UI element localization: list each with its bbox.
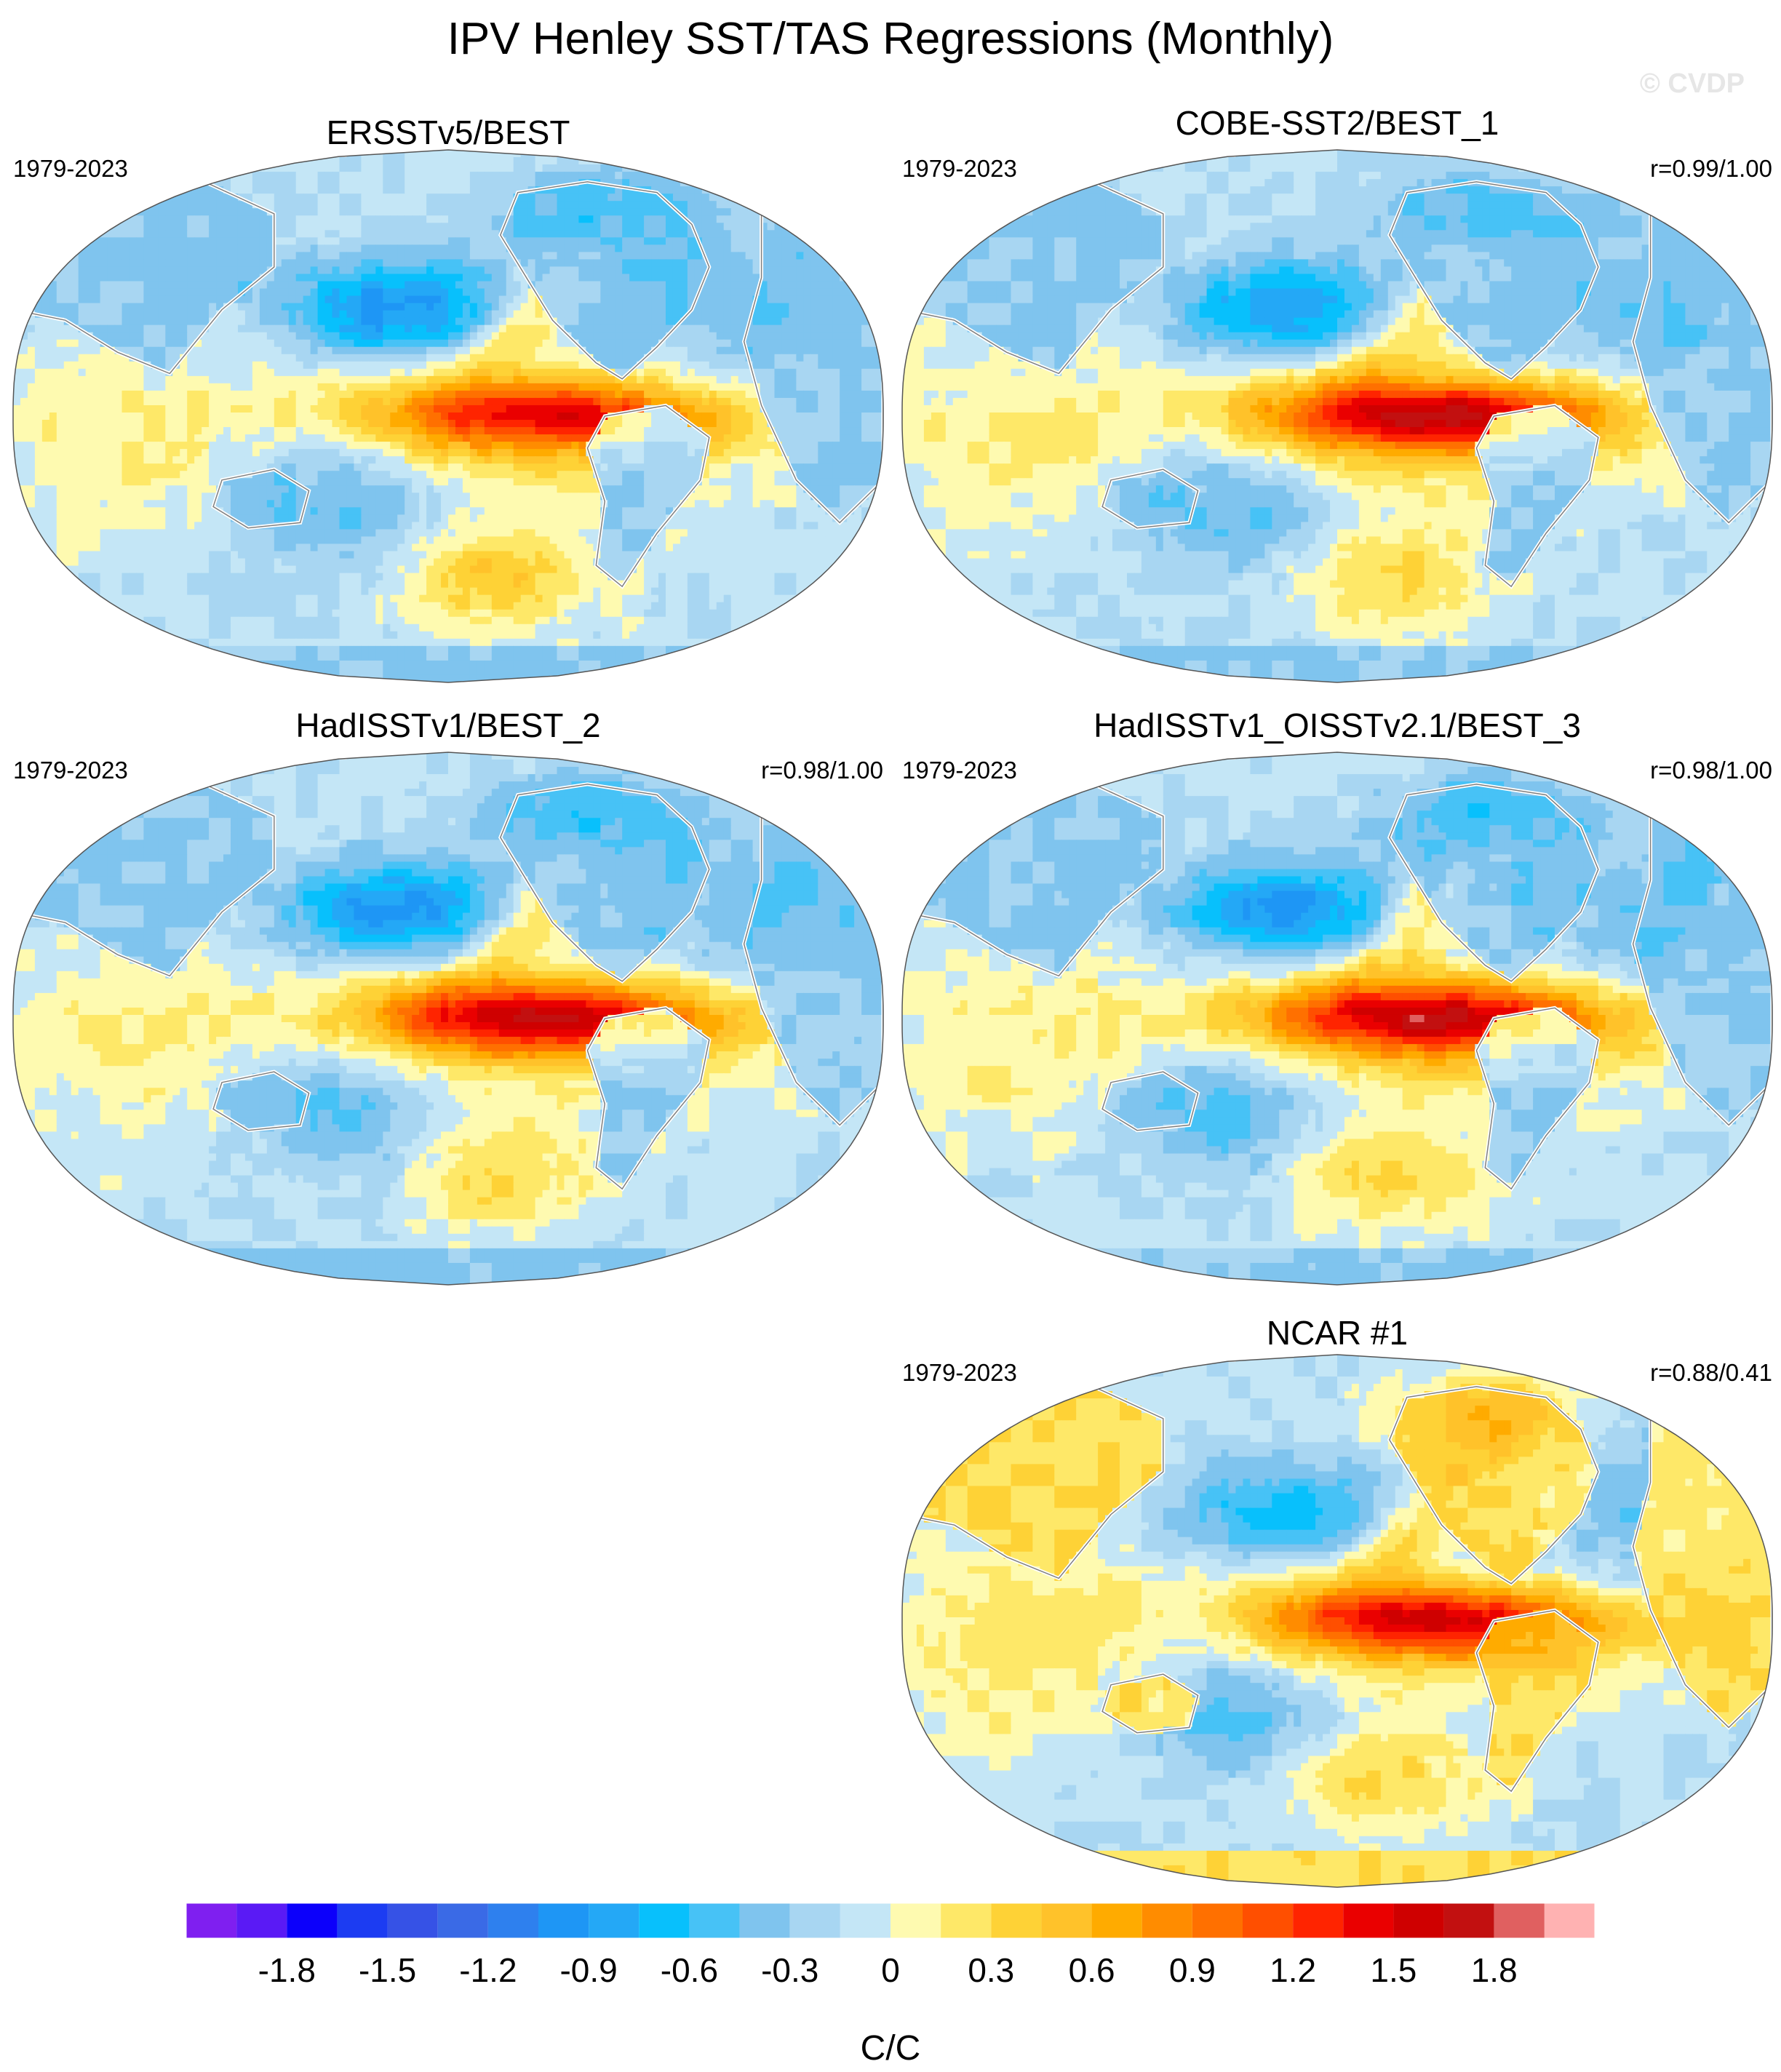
colorbar-box xyxy=(387,1903,438,1938)
colorbar-tick-label: 1.5 xyxy=(1370,1951,1417,1989)
colorbar-box xyxy=(589,1903,640,1938)
colorbar-tick-label: 0.3 xyxy=(968,1951,1014,1989)
coastlines xyxy=(13,180,883,589)
panel-period-label: 1979-2023 xyxy=(13,155,128,183)
colorbar-box xyxy=(287,1903,338,1938)
regression-field xyxy=(902,752,1772,1285)
colorbar-box xyxy=(639,1903,690,1938)
colorbar-box xyxy=(941,1903,992,1938)
colorbar-box xyxy=(1041,1903,1092,1938)
colorbar-box xyxy=(437,1903,488,1938)
colorbar-tick-label: -1.2 xyxy=(459,1951,517,1989)
panel-title: HadISSTv1/BEST_2 xyxy=(13,706,883,745)
colorbar: -1.8 -1.5 -1.2 -0.9 -0.6 -0.3 0 0.3 0.6 0.9 1.2 1.5… xyxy=(186,1902,1595,1989)
colorbar-box xyxy=(1443,1903,1494,1938)
colorbar-tick-label: 0.6 xyxy=(1069,1951,1115,1989)
watermark: © CVDP xyxy=(1640,68,1745,100)
regression-map xyxy=(901,149,1773,683)
panel-correlation-label: r=0.88/0.41 xyxy=(1605,1359,1772,1387)
panel-correlation-label: r=0.98/1.00 xyxy=(1605,757,1772,784)
colorbar-box xyxy=(1141,1903,1192,1938)
regression-field xyxy=(13,150,883,682)
coastlines xyxy=(13,782,883,1192)
map-outline xyxy=(12,752,884,1286)
colorbar-box xyxy=(236,1903,287,1938)
colorbar-box xyxy=(1091,1903,1142,1938)
colorbar-box xyxy=(487,1903,538,1938)
colorbar-tick-label: -0.3 xyxy=(761,1951,818,1989)
regression-field xyxy=(902,150,1772,682)
colorbar-tick-label: -0.6 xyxy=(661,1951,718,1989)
panel-correlation-label: r=0.99/1.00 xyxy=(1605,155,1772,183)
colorbar-box xyxy=(1544,1903,1595,1938)
panel-period-label: 1979-2023 xyxy=(902,1359,1017,1387)
panel-period-label: 1979-2023 xyxy=(13,757,128,784)
colorbar-units-label: C/C xyxy=(0,2028,1781,2068)
panel-title: COBE-SST2/BEST_1 xyxy=(902,103,1772,143)
colorbar-box xyxy=(337,1903,388,1938)
colorbar-box xyxy=(1293,1903,1344,1938)
regression-map xyxy=(901,1354,1773,1888)
panel-correlation-label: r=0.98/1.00 xyxy=(716,757,883,784)
colorbar-box xyxy=(1192,1903,1243,1938)
panel-period-label: 1979-2023 xyxy=(902,757,1017,784)
regression-map xyxy=(12,149,884,683)
colorbar-box xyxy=(1343,1903,1394,1938)
colorbar-tick-label: -0.9 xyxy=(559,1951,617,1989)
colorbar-box xyxy=(1243,1903,1294,1938)
colorbar-tick-label: 1.8 xyxy=(1471,1951,1518,1989)
regression-map xyxy=(12,752,884,1286)
colorbar-box xyxy=(538,1903,589,1938)
panel-period-label: 1979-2023 xyxy=(902,155,1017,183)
colorbar-tick-label: 1.2 xyxy=(1270,1951,1316,1989)
panel-title: ERSSTv5/BEST xyxy=(13,113,883,152)
colorbar-tick-label: 0 xyxy=(881,1951,900,1989)
regression-field xyxy=(13,752,883,1285)
colorbar-box xyxy=(689,1903,740,1938)
panel-title: NCAR #1 xyxy=(902,1313,1772,1352)
coastlines xyxy=(902,180,1772,589)
colorbar-box xyxy=(991,1903,1042,1938)
map-outline xyxy=(901,1354,1773,1888)
colorbar-box xyxy=(1393,1903,1444,1938)
map-outline xyxy=(901,752,1773,1286)
colorbar-box xyxy=(186,1903,237,1938)
colorbar-tick-label: -1.5 xyxy=(359,1951,416,1989)
colorbar-tick-label: 0.9 xyxy=(1169,1951,1216,1989)
figure-title: IPV Henley SST/TAS Regressions (Monthly) xyxy=(0,13,1781,65)
colorbar-box xyxy=(890,1903,941,1938)
map-outline xyxy=(901,149,1773,683)
colorbar-box xyxy=(789,1903,840,1938)
panel-title: HadISSTv1_OISSTv2.1/BEST_3 xyxy=(902,706,1772,745)
regression-map xyxy=(901,752,1773,1286)
colorbar-box xyxy=(739,1903,790,1938)
colorbar-box xyxy=(1494,1903,1545,1938)
colorbar-tick-label: -1.8 xyxy=(258,1951,316,1989)
regression-field xyxy=(902,1355,1772,1887)
colorbar-box xyxy=(840,1903,890,1938)
map-outline xyxy=(12,149,884,683)
